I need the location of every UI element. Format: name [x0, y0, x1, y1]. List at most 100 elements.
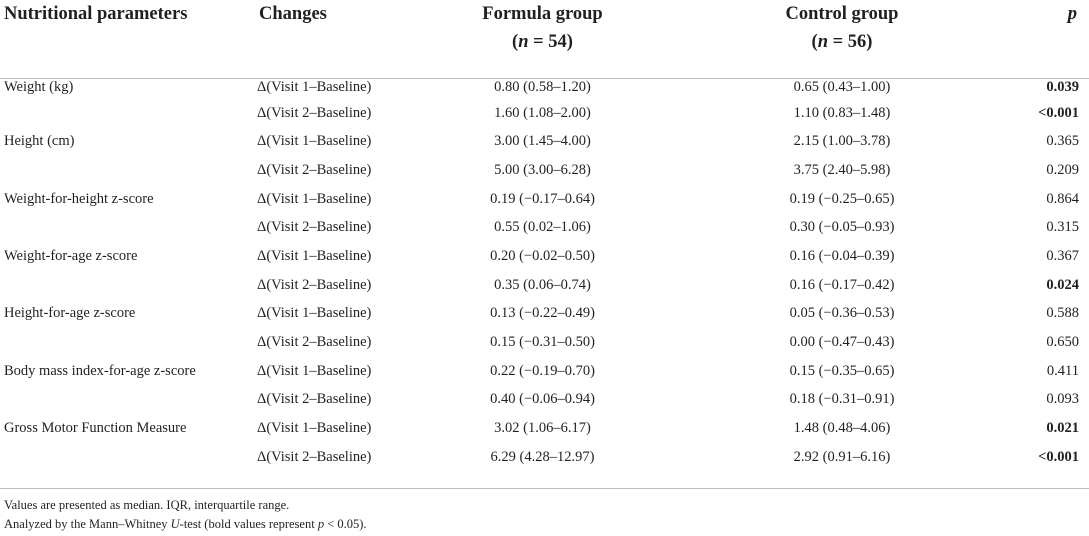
table-body: Weight (kg) Δ(Visit 1–Baseline) 0.80 (0.58…	[0, 70, 1089, 472]
n-variable: n	[817, 32, 828, 52]
control-group-cell: 0.00 (−0.47–0.43)	[789, 334, 895, 351]
footnote-text: -test (bold values represent	[179, 517, 318, 531]
formula-group-cell: 0.22 (−0.19–0.70)	[490, 362, 595, 379]
formula-group-cell: 1.60 (1.08–2.00)	[494, 104, 591, 121]
table-bottom-divider	[0, 488, 1089, 489]
parameter-cell	[0, 386, 255, 415]
p-value-cell: 0.650	[1046, 334, 1079, 351]
header-control-group-label: Control group	[785, 4, 899, 24]
control-group-cell: 2.15 (1.00–3.78)	[793, 133, 891, 150]
parameter-cell	[0, 328, 255, 357]
formula-group-cell: 5.00 (3.00–6.28)	[494, 161, 591, 178]
formula-group-cell: 0.35 (0.06–0.74)	[494, 276, 591, 293]
table-footnotes: Values are presented as median. IQR, int…	[4, 496, 367, 534]
p-value-cell: 0.411	[1046, 362, 1079, 379]
formula-group-cell: 6.29 (4.28–12.97)	[490, 448, 595, 465]
change-cell: Δ(Visit 1–Baseline)	[257, 420, 372, 437]
header-nutritional-parameters: Nutritional parameters	[4, 4, 188, 24]
table-header: Nutritional parameters Changes Formula g…	[0, 0, 1089, 70]
change-cell: Δ(Visit 2–Baseline)	[257, 391, 372, 408]
control-group-cell: 0.16 (−0.17–0.42)	[789, 276, 895, 293]
change-cell: Δ(Visit 1–Baseline)	[257, 362, 372, 379]
control-group-cell: 1.10 (0.83–1.48)	[793, 104, 891, 121]
parameter-cell: Height (cm)	[4, 133, 75, 150]
header-formula-group-n: (n = 54)	[512, 32, 573, 52]
table-row: Δ(Visit 2–Baseline) 0.55 (0.02–1.06) 0.30 …	[0, 213, 1089, 242]
table-row: Body mass index-for-age z-score Δ(Visit 1…	[0, 357, 1089, 386]
control-group-cell: 0.19 (−0.25–0.65)	[789, 190, 895, 207]
change-cell: Δ(Visit 1–Baseline)	[257, 305, 372, 322]
nutritional-parameters-table: Nutritional parameters Changes Formula g…	[0, 0, 1089, 472]
formula-group-cell: 0.20 (−0.02–0.50)	[490, 247, 595, 264]
table-row: Gross Motor Function Measure Δ(Visit 1–Ba…	[0, 414, 1089, 443]
table-row: Δ(Visit 2–Baseline) 0.40 (−0.06–0.94) 0.18…	[0, 386, 1089, 415]
formula-group-cell: 0.80 (0.58–1.20)	[494, 78, 591, 95]
p-value-cell: 0.864	[1046, 190, 1079, 207]
n-variable: n	[518, 32, 529, 52]
table-row: Height-for-age z-score Δ(Visit 1–Baseline…	[0, 300, 1089, 329]
change-cell: Δ(Visit 1–Baseline)	[257, 133, 372, 150]
footnote-values: Values are presented as median. IQR, int…	[4, 498, 290, 512]
change-cell: Δ(Visit 2–Baseline)	[257, 276, 372, 293]
footnote-text: Analyzed by the Mann–Whitney	[4, 517, 171, 531]
change-cell: Δ(Visit 1–Baseline)	[257, 247, 372, 264]
parameter-cell	[0, 156, 255, 185]
formula-group-cell: 0.55 (0.02–1.06)	[494, 219, 591, 236]
control-group-cell: 2.92 (0.91–6.16)	[793, 448, 891, 465]
control-group-cell: 0.18 (−0.31–0.91)	[789, 391, 895, 408]
parameter-cell	[0, 443, 255, 472]
p-value-cell: 0.093	[1046, 391, 1079, 408]
change-cell: Δ(Visit 2–Baseline)	[257, 104, 372, 121]
formula-group-cell: 0.13 (−0.22–0.49)	[490, 305, 595, 322]
p-value-cell: 0.039	[1046, 78, 1079, 95]
table-row: Height (cm) Δ(Visit 1–Baseline) 3.00 (1.45…	[0, 127, 1089, 156]
p-value-cell: 0.024	[1046, 276, 1079, 293]
footnote-u: U	[170, 517, 180, 531]
control-group-cell: 0.16 (−0.04–0.39)	[789, 247, 895, 264]
header-p-value: p	[1067, 4, 1077, 24]
change-cell: Δ(Visit 2–Baseline)	[257, 161, 372, 178]
footnote-text: < 0.05).	[324, 517, 367, 531]
p-value-cell: 0.367	[1046, 247, 1079, 264]
header-formula-group: Formula group (n = 54)	[420, 0, 665, 70]
formula-group-cell: 3.00 (1.45–4.00)	[494, 133, 591, 150]
formula-group-cell: 0.19 (−0.17–0.64)	[490, 190, 595, 207]
parameter-cell: Weight (kg)	[4, 78, 74, 95]
control-group-cell: 0.15 (−0.35–0.65)	[789, 362, 895, 379]
header-changes: Changes	[259, 4, 327, 24]
n-value: = 54	[528, 32, 567, 52]
parameter-cell	[0, 271, 255, 300]
table-row: Weight-for-height z-score Δ(Visit 1–Basel…	[0, 185, 1089, 214]
parameter-cell	[0, 213, 255, 242]
parameter-cell: Weight-for-height z-score	[4, 190, 154, 207]
change-cell: Δ(Visit 2–Baseline)	[257, 448, 372, 465]
p-value-cell: 0.209	[1046, 161, 1079, 178]
control-group-cell: 0.65 (0.43–1.00)	[793, 78, 891, 95]
parameter-cell	[0, 99, 255, 128]
table-row: Weight-for-age z-score Δ(Visit 1–Baseline…	[0, 242, 1089, 271]
header-control-group: Control group (n = 56)	[665, 0, 1019, 70]
footnote-analysis: Analyzed by the Mann–Whitney U-test (bol…	[4, 515, 367, 534]
parameter-cell: Body mass index-for-age z-score	[4, 362, 196, 379]
p-value-cell: 0.021	[1046, 420, 1079, 437]
table-row: Δ(Visit 2–Baseline) 1.60 (1.08–2.00) 1.10 …	[0, 99, 1089, 128]
control-group-cell: 3.75 (2.40–5.98)	[793, 161, 891, 178]
parameter-cell: Height-for-age z-score	[4, 305, 136, 322]
table-row: Δ(Visit 2–Baseline) 0.15 (−0.31–0.50) 0.00…	[0, 328, 1089, 357]
control-group-cell: 0.30 (−0.05–0.93)	[789, 219, 895, 236]
change-cell: Δ(Visit 1–Baseline)	[257, 190, 372, 207]
formula-group-cell: 0.15 (−0.31–0.50)	[490, 334, 595, 351]
table-row: Δ(Visit 2–Baseline) 5.00 (3.00–6.28) 3.75 …	[0, 156, 1089, 185]
control-group-cell: 1.48 (0.48–4.06)	[793, 420, 891, 437]
p-value-cell: <0.001	[1038, 448, 1079, 465]
table-row: Δ(Visit 2–Baseline) 6.29 (4.28–12.97) 2.92…	[0, 443, 1089, 472]
header-control-group-n: (n = 56)	[811, 32, 873, 52]
table-row: Weight (kg) Δ(Visit 1–Baseline) 0.80 (0.58…	[0, 70, 1089, 99]
control-group-cell: 0.05 (−0.36–0.53)	[789, 305, 895, 322]
change-cell: Δ(Visit 1–Baseline)	[257, 78, 372, 95]
header-formula-group-label: Formula group	[482, 4, 603, 24]
p-value-cell: 0.588	[1046, 305, 1079, 322]
parameter-cell: Weight-for-age z-score	[4, 247, 138, 264]
change-cell: Δ(Visit 2–Baseline)	[257, 219, 372, 236]
